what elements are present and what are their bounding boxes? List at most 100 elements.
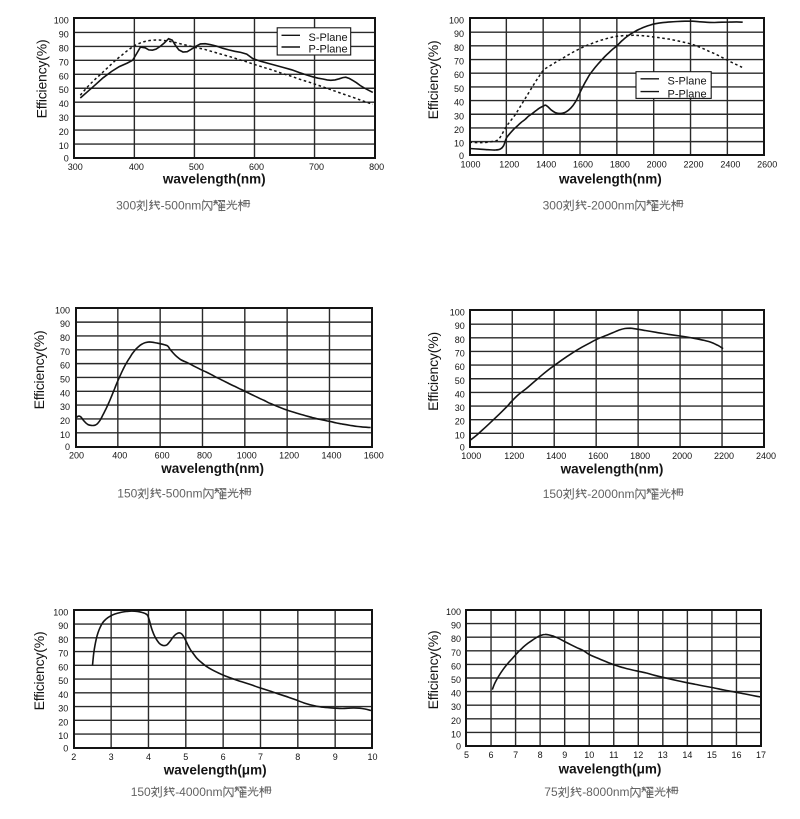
- svg-text:-8000nm: -8000nm: [582, 785, 629, 799]
- svg-text:0: 0: [459, 151, 464, 161]
- svg-text:1600: 1600: [588, 451, 608, 461]
- svg-text:30: 30: [455, 403, 465, 413]
- svg-text:2: 2: [71, 752, 76, 762]
- svg-text:100: 100: [450, 308, 465, 318]
- svg-text:14: 14: [682, 750, 692, 760]
- svg-text:60: 60: [58, 662, 68, 672]
- svg-text:400: 400: [112, 451, 127, 461]
- svg-text:0: 0: [64, 154, 69, 164]
- svg-text:10: 10: [58, 731, 68, 741]
- svg-text:2400: 2400: [756, 451, 776, 461]
- svg-text:30: 30: [59, 113, 69, 123]
- svg-text:60: 60: [454, 70, 464, 80]
- svg-text:800: 800: [369, 162, 384, 172]
- svg-text:Efficiency(%): Efficiency(%): [31, 331, 47, 410]
- svg-text:50: 50: [58, 676, 68, 686]
- svg-text:5: 5: [464, 750, 469, 760]
- svg-text:90: 90: [451, 621, 461, 631]
- svg-text:1600: 1600: [364, 451, 384, 461]
- svg-text:wavelength(nm): wavelength(nm): [162, 171, 266, 186]
- svg-text:30: 30: [60, 402, 70, 412]
- svg-text:150: 150: [117, 486, 137, 500]
- svg-text:wavelength(μm): wavelength(μm): [163, 762, 267, 777]
- svg-text:2000: 2000: [672, 451, 692, 461]
- svg-text:1800: 1800: [630, 451, 650, 461]
- svg-text:8: 8: [538, 750, 543, 760]
- svg-text:70: 70: [454, 57, 464, 67]
- svg-text:7: 7: [258, 752, 263, 762]
- svg-text:90: 90: [59, 30, 69, 40]
- svg-text:40: 40: [454, 98, 464, 108]
- svg-text:-500nm: -500nm: [161, 198, 202, 212]
- svg-text:60: 60: [59, 71, 69, 81]
- svg-text:Efficiency(%): Efficiency(%): [425, 332, 441, 411]
- svg-text:-500nm: -500nm: [162, 486, 203, 500]
- svg-text:1400: 1400: [321, 451, 341, 461]
- svg-text:2200: 2200: [683, 159, 703, 169]
- svg-text:50: 50: [454, 84, 464, 94]
- svg-text:5: 5: [183, 752, 188, 762]
- svg-text:wavelength(μm): wavelength(μm): [558, 761, 662, 776]
- svg-text:0: 0: [63, 743, 68, 753]
- svg-text:150: 150: [543, 487, 563, 501]
- svg-text:70: 70: [451, 648, 461, 658]
- svg-text:3: 3: [109, 752, 114, 762]
- svg-text:16: 16: [731, 750, 741, 760]
- svg-text:8: 8: [295, 752, 300, 762]
- svg-text:0: 0: [65, 442, 70, 452]
- svg-text:70: 70: [60, 347, 70, 357]
- svg-text:50: 50: [60, 375, 70, 385]
- svg-text:Efficiency(%): Efficiency(%): [425, 41, 441, 120]
- svg-text:90: 90: [60, 319, 70, 329]
- svg-text:10: 10: [584, 750, 594, 760]
- svg-text:1200: 1200: [504, 451, 524, 461]
- svg-text:80: 80: [451, 634, 461, 644]
- svg-text:40: 40: [59, 99, 69, 109]
- svg-text:80: 80: [455, 335, 465, 345]
- svg-text:30: 30: [451, 702, 461, 712]
- svg-text:40: 40: [60, 388, 70, 398]
- svg-text:600: 600: [249, 162, 264, 172]
- svg-text:0: 0: [460, 443, 465, 453]
- svg-text:Efficiency(%): Efficiency(%): [31, 632, 47, 711]
- svg-text:700: 700: [309, 162, 324, 172]
- svg-text:10: 10: [451, 729, 461, 739]
- svg-text:7: 7: [513, 750, 518, 760]
- svg-text:70: 70: [59, 57, 69, 67]
- svg-text:2200: 2200: [714, 451, 734, 461]
- svg-text:P-Plane: P-Plane: [309, 44, 348, 56]
- svg-text:60: 60: [455, 362, 465, 372]
- svg-text:1200: 1200: [499, 159, 519, 169]
- svg-text:12: 12: [633, 750, 643, 760]
- svg-text:2600: 2600: [757, 159, 777, 169]
- svg-text:600: 600: [155, 451, 170, 461]
- svg-text:11: 11: [609, 750, 618, 760]
- svg-text:9: 9: [562, 750, 567, 760]
- svg-text:100: 100: [53, 607, 68, 617]
- svg-text:Efficiency(%): Efficiency(%): [34, 40, 50, 119]
- svg-text:75: 75: [544, 785, 558, 799]
- svg-text:20: 20: [455, 417, 465, 427]
- svg-text:wavelength(nm): wavelength(nm): [558, 171, 662, 186]
- svg-text:10: 10: [455, 430, 465, 440]
- svg-text:-2000nm: -2000nm: [587, 487, 634, 501]
- svg-text:-4000nm: -4000nm: [175, 785, 222, 799]
- svg-text:30: 30: [58, 704, 68, 714]
- svg-text:S-Plane: S-Plane: [309, 32, 348, 44]
- svg-text:0: 0: [456, 742, 461, 752]
- svg-text:20: 20: [454, 125, 464, 135]
- svg-text:1600: 1600: [573, 159, 593, 169]
- svg-text:10: 10: [454, 139, 464, 149]
- svg-text:P-Plane: P-Plane: [668, 88, 707, 100]
- svg-text:-2000nm: -2000nm: [587, 198, 634, 212]
- svg-text:wavelength(nm): wavelength(nm): [160, 461, 264, 476]
- svg-text:80: 80: [60, 333, 70, 343]
- svg-text:70: 70: [455, 348, 465, 358]
- svg-text:300: 300: [116, 198, 136, 212]
- svg-text:2400: 2400: [720, 159, 740, 169]
- svg-text:13: 13: [658, 750, 668, 760]
- svg-text:60: 60: [60, 361, 70, 371]
- svg-text:100: 100: [55, 305, 70, 315]
- svg-text:Efficiency(%): Efficiency(%): [425, 631, 441, 710]
- svg-text:2000: 2000: [647, 159, 667, 169]
